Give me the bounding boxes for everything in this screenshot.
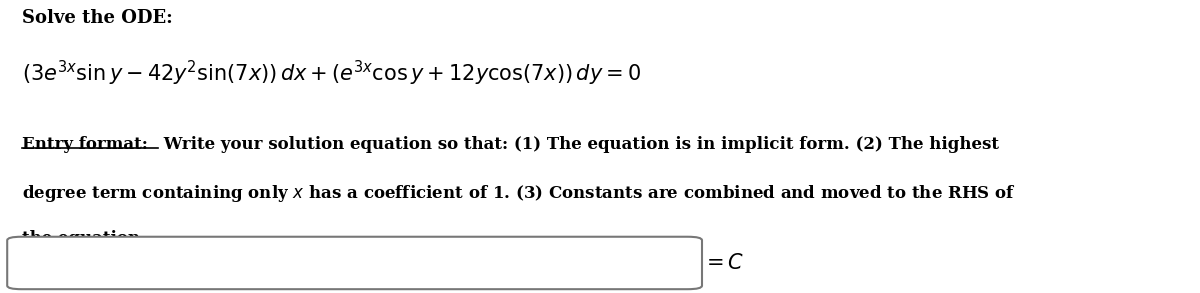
Text: Entry format:: Entry format: <box>22 136 148 153</box>
Text: Write your solution equation so that: (1) The equation is in implicit form. (2) : Write your solution equation so that: (1… <box>158 136 1000 153</box>
Text: the equation.: the equation. <box>22 230 145 247</box>
Text: $(3e^{3x} \sin y - 42y^2 \sin(7x))\,dx + (e^{3x} \cos y + 12y \cos(7x))\,dy = 0$: $(3e^{3x} \sin y - 42y^2 \sin(7x))\,dx +… <box>22 59 641 88</box>
Text: degree term containing only $x$ has a coefficient of 1. (3) Constants are combin: degree term containing only $x$ has a co… <box>22 183 1015 204</box>
Text: $= C$: $= C$ <box>702 253 744 273</box>
Text: Solve the ODE:: Solve the ODE: <box>22 9 173 27</box>
FancyBboxPatch shape <box>7 237 702 289</box>
